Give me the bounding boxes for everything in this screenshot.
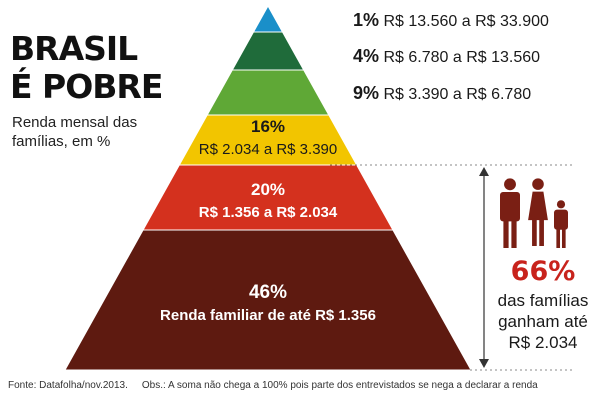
span-arrow-head-down [479,359,489,368]
title-line-1: BRASIL [10,29,138,68]
tier-6-range: Renda familiar de até R$ 1.356 [160,307,376,324]
tier-2-label: 4% R$ 6.780 a R$ 13.560 [353,46,540,66]
footer-source: Fonte: Datafolha/nov.2013. [8,380,128,391]
highlight-text: das famílias ganham até R$ 2.034 [497,291,589,352]
tier-6-percent: 46% [249,282,287,303]
span-arrow-head-up [479,167,489,176]
footer: Fonte: Datafolha/nov.2013. Obs.: A soma n… [8,380,538,391]
tier-4-percent: 16% [251,117,285,136]
tier-1-label: 1% R$ 13.560 a R$ 33.900 [353,10,549,30]
highlight-value: 66% [510,256,576,287]
footer-note: Obs.: A soma não chega a 100% pois parte… [141,380,538,391]
tier-3-label: 9% R$ 3.390 a R$ 6.780 [353,83,531,103]
pyramid-tier-2 [231,31,305,71]
title-line-2: É POBRE [10,67,163,106]
pyramid-tier-3 [206,69,330,116]
subtitle: Renda mensal das famílias, em % [12,114,138,150]
family-icon [500,178,568,248]
tier-5-percent: 20% [251,180,285,199]
title: BRASIL É POBRE [10,29,163,106]
highlight-block: 66% das famílias ganham até R$ 2.034 [488,256,598,353]
tier-5-range: R$ 1.356 a R$ 2.034 [199,204,338,221]
pyramid-tier-1 [252,4,284,33]
tier-4-range: R$ 2.034 a R$ 3.390 [199,141,337,158]
